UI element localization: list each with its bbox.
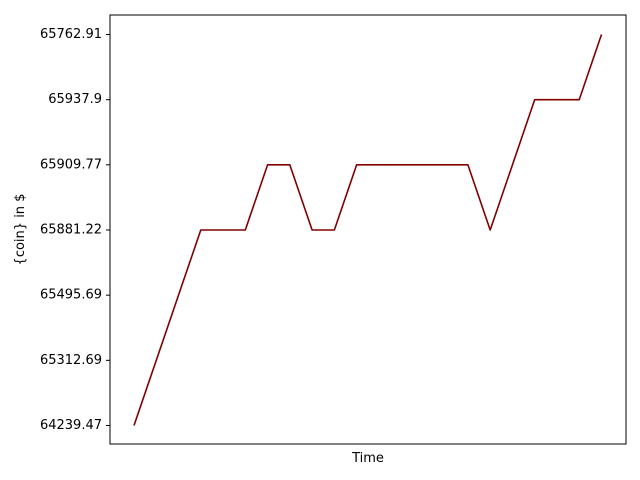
y-tick-label: 65762.91 <box>40 27 102 42</box>
y-tick-label: 65937.9 <box>48 92 102 107</box>
plot-frame <box>109 14 627 445</box>
series-layer <box>133 34 603 426</box>
y-tick-label: 64239.47 <box>40 418 102 433</box>
y-tick-label: 65909.77 <box>40 157 102 172</box>
series-line <box>133 34 603 426</box>
y-tick-label: 65495.69 <box>40 288 102 303</box>
y-tick-label: 65312.69 <box>40 353 102 368</box>
y-tick-label: 65881.22 <box>40 223 102 238</box>
x-axis-label: Time <box>351 451 384 466</box>
y-axis-label: {coin} in $ <box>13 194 28 266</box>
y-axis-ticks: 64239.47 65312.69 65495.69 65881.22 65909.77… <box>40 27 110 433</box>
